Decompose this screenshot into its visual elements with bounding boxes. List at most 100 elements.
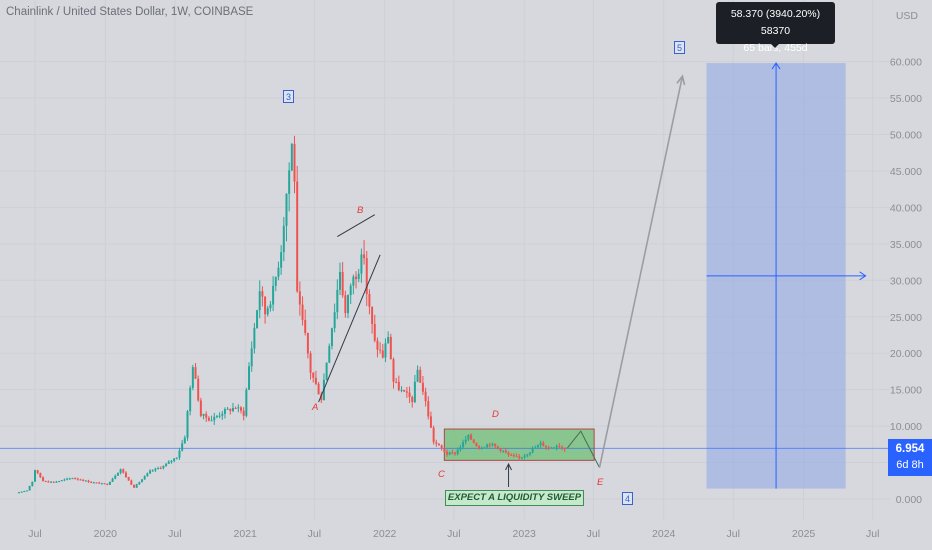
candle-body bbox=[58, 481, 61, 483]
candle-body bbox=[34, 470, 36, 482]
candle-body bbox=[39, 472, 42, 478]
candle-body bbox=[341, 272, 344, 296]
time-axis[interactable]: Jul 2020 Jul 2021 Jul 2022 Jul 2023 Jul 2024 Jul 20… bbox=[28, 528, 879, 540]
candle-body bbox=[518, 456, 521, 458]
candle-body bbox=[304, 319, 307, 333]
candle-body bbox=[261, 291, 264, 297]
candle-body bbox=[71, 478, 74, 480]
candle-body bbox=[544, 446, 547, 448]
candle-body bbox=[360, 254, 363, 274]
x-tick-label: 2024 bbox=[652, 528, 676, 540]
candle-body bbox=[550, 447, 553, 449]
wave-c-label: C bbox=[438, 469, 445, 480]
wave-d-label: D bbox=[492, 409, 499, 420]
y-tick-label: 10.000 bbox=[890, 421, 922, 433]
candle-body bbox=[408, 392, 411, 398]
candle-body bbox=[122, 469, 125, 473]
candle-body bbox=[355, 276, 358, 280]
candle-body bbox=[306, 332, 309, 354]
candle-body bbox=[357, 273, 360, 280]
candle-body bbox=[384, 343, 387, 358]
candle-body bbox=[157, 468, 160, 470]
candle-body bbox=[55, 481, 58, 483]
candle-body bbox=[181, 443, 184, 451]
candle-body bbox=[531, 448, 534, 453]
candle-body bbox=[95, 482, 98, 484]
candle-body bbox=[325, 362, 328, 380]
candle-body bbox=[130, 480, 133, 485]
y-tick-label: 0.000 bbox=[896, 494, 922, 506]
candle-body bbox=[368, 294, 371, 307]
candle-body bbox=[515, 455, 518, 457]
projection-layer bbox=[0, 62, 888, 489]
candle-body bbox=[135, 484, 138, 488]
candle-body bbox=[499, 448, 502, 451]
candle-body bbox=[165, 463, 168, 466]
candle-body bbox=[90, 482, 93, 484]
candle-body bbox=[138, 482, 141, 485]
x-tick-label: Jul bbox=[168, 528, 181, 540]
candle-body bbox=[451, 452, 454, 454]
measure-arrow-right bbox=[859, 271, 867, 281]
candle-body bbox=[28, 485, 31, 491]
x-tick-label: Jul bbox=[28, 528, 41, 540]
candle-body bbox=[333, 312, 336, 329]
candle-body bbox=[504, 450, 507, 453]
candle-body bbox=[173, 458, 176, 461]
candle-body bbox=[429, 416, 432, 428]
candle-body bbox=[336, 289, 339, 313]
candle-body bbox=[68, 478, 71, 480]
candle-body bbox=[183, 437, 186, 444]
y-tick-label: 60.000 bbox=[890, 57, 922, 69]
y-tick-label: 30.000 bbox=[890, 275, 922, 287]
projection-arrow-line bbox=[598, 76, 684, 468]
candle-body bbox=[547, 447, 550, 449]
candle-body bbox=[162, 465, 165, 469]
bar-countdown: 6d 8h bbox=[896, 459, 924, 471]
candle-body bbox=[491, 443, 494, 446]
candle-body bbox=[464, 439, 467, 443]
candle-body bbox=[389, 336, 392, 360]
candle-body bbox=[534, 447, 537, 449]
candle-body bbox=[397, 381, 400, 391]
trendline-upper bbox=[337, 214, 376, 237]
candle-body bbox=[314, 377, 317, 384]
candle-body bbox=[298, 291, 301, 305]
candle-body bbox=[23, 491, 26, 493]
candle-body bbox=[17, 492, 20, 494]
candle-body bbox=[242, 410, 245, 416]
candle-body bbox=[79, 479, 82, 481]
candle-body bbox=[395, 381, 398, 383]
y-tick-label: 40.000 bbox=[890, 202, 922, 214]
candle-body bbox=[60, 480, 63, 482]
wave-e-label: E bbox=[597, 477, 604, 488]
candle-body bbox=[258, 291, 261, 311]
candle-body bbox=[82, 479, 85, 481]
candle-body bbox=[338, 272, 341, 290]
candle-body bbox=[186, 411, 189, 438]
candle-body bbox=[245, 389, 248, 416]
x-tick-label: 2025 bbox=[792, 528, 816, 540]
candle-body bbox=[416, 369, 419, 382]
candle-body bbox=[116, 472, 119, 476]
candle-body bbox=[87, 480, 90, 483]
candle-body bbox=[459, 447, 462, 450]
candle-body bbox=[483, 447, 486, 449]
x-tick-label: 2023 bbox=[513, 528, 537, 540]
candle-body bbox=[226, 408, 229, 410]
y-tick-label: 55.000 bbox=[890, 93, 922, 105]
x-tick-label: Jul bbox=[308, 528, 321, 540]
candle-body bbox=[221, 413, 224, 416]
candle-body bbox=[371, 306, 374, 324]
candle-body bbox=[558, 445, 561, 448]
candle-body bbox=[542, 442, 545, 447]
candle-body bbox=[400, 389, 403, 391]
candle-body bbox=[127, 477, 130, 481]
candle-body bbox=[363, 254, 366, 259]
candle-body bbox=[328, 346, 331, 363]
candle-body bbox=[381, 350, 384, 358]
candle-body bbox=[413, 381, 416, 403]
candle-body bbox=[411, 397, 414, 403]
candle-body bbox=[553, 447, 556, 449]
